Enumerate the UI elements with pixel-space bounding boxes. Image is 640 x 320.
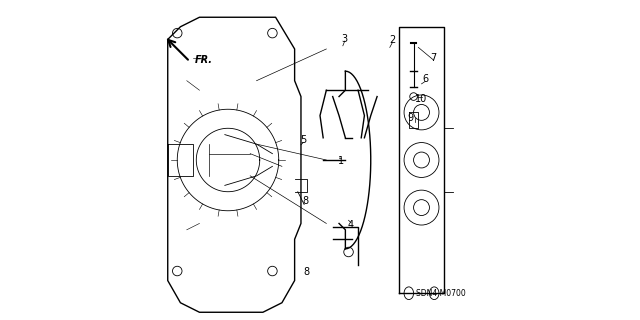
Text: 3: 3	[342, 34, 348, 44]
Text: 7: 7	[431, 53, 436, 63]
Text: 5: 5	[300, 135, 307, 145]
Text: FR.: FR.	[195, 55, 212, 65]
Text: 1: 1	[337, 156, 344, 166]
Text: 10: 10	[415, 94, 428, 104]
Text: 9: 9	[408, 113, 414, 123]
Text: 4: 4	[348, 220, 354, 230]
Text: 8: 8	[303, 196, 308, 206]
Text: 2: 2	[389, 35, 396, 45]
Text: 8: 8	[303, 267, 310, 277]
Text: 6: 6	[422, 74, 428, 84]
Text: SDN4 M0700: SDN4 M0700	[415, 289, 465, 299]
